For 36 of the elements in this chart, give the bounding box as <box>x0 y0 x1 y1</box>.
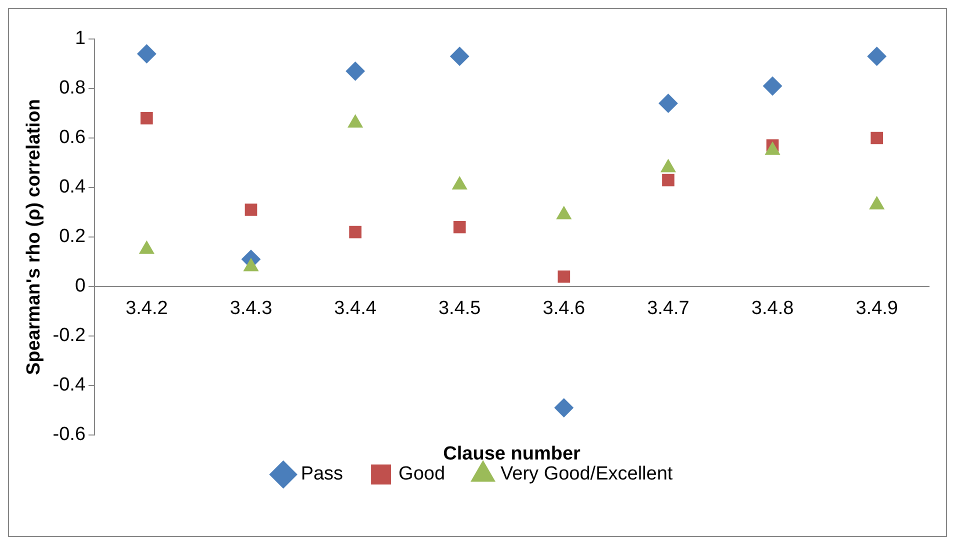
point <box>763 76 782 96</box>
point <box>244 204 258 216</box>
x-tick-label: 3.4.6 <box>542 298 586 320</box>
x-tick-label: 3.4.4 <box>334 298 377 320</box>
x-tick-label: 3.4.2 <box>126 298 168 320</box>
y-tick-label: -0.6 <box>52 424 86 446</box>
point <box>867 46 886 66</box>
x-tick-label: 3.4.5 <box>438 298 481 320</box>
point <box>658 94 678 113</box>
point <box>349 226 362 238</box>
x-axis-title: Clause number <box>443 444 581 465</box>
y-tick-label: -0.4 <box>52 374 86 396</box>
y-tick-label: 0.4 <box>59 176 86 198</box>
y-axis-title: Spearman's rho (ρ) correlation <box>24 98 45 376</box>
point <box>346 62 365 81</box>
y-tick-label: 1 <box>74 28 86 50</box>
point <box>870 132 884 144</box>
legend-label: Very Good/Excellent <box>500 464 674 485</box>
x-tick-label: 3.4.8 <box>751 298 794 320</box>
x-tick-label: 3.4.7 <box>647 298 690 320</box>
point <box>558 270 570 283</box>
point <box>137 44 156 64</box>
y-tick-label: 0.8 <box>59 78 86 99</box>
x-tick-label: 3.4.9 <box>856 298 898 320</box>
y-tick-label: 0.2 <box>59 226 86 248</box>
point <box>450 46 470 66</box>
point <box>554 398 574 418</box>
y-tick-label: 0.6 <box>59 127 86 148</box>
y-tick-label: -0.2 <box>52 325 86 346</box>
point <box>662 174 674 186</box>
point <box>453 220 466 234</box>
point <box>140 112 153 124</box>
legend-label: Pass <box>300 464 344 485</box>
x-tick-label: 3.4.3 <box>230 298 272 320</box>
legend-label: Good <box>398 464 446 485</box>
y-tick-label: 0 <box>74 276 86 297</box>
